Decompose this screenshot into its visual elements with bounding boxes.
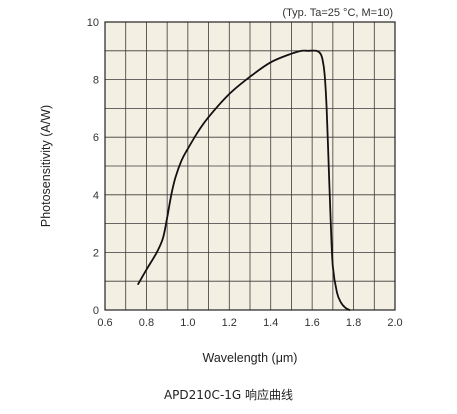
y-tick-label: 2	[93, 247, 99, 259]
y-axis-title: Photosensitivity (A/W)	[39, 105, 53, 227]
y-tick-label: 6	[93, 132, 99, 144]
x-axis-title: Wavelength (μm)	[203, 351, 298, 365]
y-tick-label: 8	[93, 75, 99, 87]
x-tick-label: 2.0	[387, 317, 402, 329]
x-tick-label: 1.4	[263, 317, 278, 329]
y-tick-label: 10	[87, 17, 99, 29]
x-tick-label: 0.8	[139, 317, 154, 329]
plot-frame	[104, 21, 396, 311]
x-tick-label: 1.6	[304, 317, 319, 329]
y-tick-label: 0	[93, 305, 99, 317]
x-tick-label: 1.0	[180, 317, 195, 329]
x-tick-label: 0.6	[97, 317, 112, 329]
x-axis: 0.6 0.8 1.0 1.2 1.4 1.6 1.8 2.0	[97, 317, 402, 329]
y-axis: 0 2 4 6 8 10	[87, 17, 99, 317]
y-tick-label: 4	[93, 190, 99, 202]
x-tick-label: 1.8	[346, 317, 361, 329]
conditions-note: (Typ. Ta=25 °C, M=10)	[282, 7, 393, 19]
x-tick-label: 1.2	[222, 317, 237, 329]
figure-caption: APD210C-1G 响应曲线	[163, 388, 294, 402]
sensitivity-curve	[137, 49, 351, 311]
